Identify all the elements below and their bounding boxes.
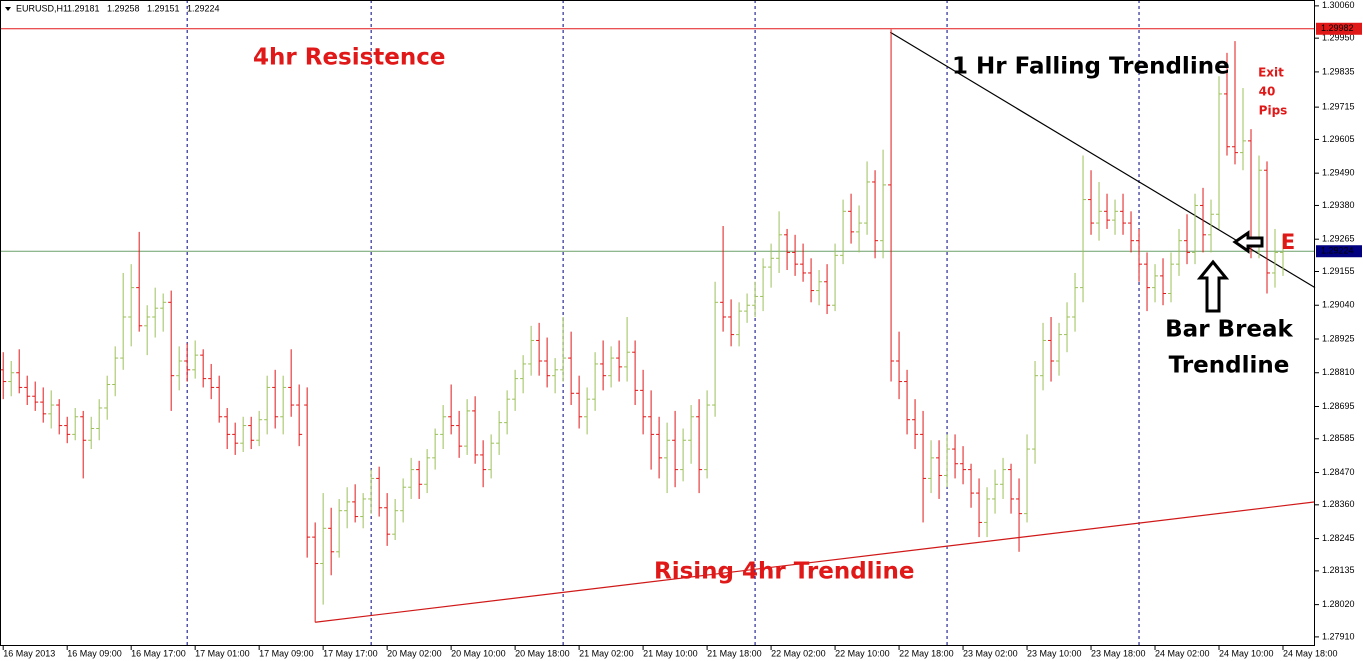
y-tick-label: 1.28135 [1322, 565, 1355, 575]
annotation: 40 [1259, 85, 1276, 99]
x-tick-label: 17 May 17:00 [323, 648, 378, 658]
up-arrow [1196, 259, 1230, 313]
y-tick-label: 1.30060 [1322, 0, 1355, 10]
y-tick-label: 1.28585 [1322, 433, 1355, 443]
annotation: E [1281, 230, 1295, 254]
y-tick-label: 1.29715 [1322, 102, 1355, 112]
header-value: 1.29151 [147, 3, 180, 13]
x-tick-label: 20 May 18:00 [515, 648, 570, 658]
x-tick-label: 24 May 10:00 [1219, 648, 1274, 658]
menu-triangle [5, 7, 11, 11]
y-tick-label: 1.28810 [1322, 367, 1355, 377]
header-value: 1.29181 [67, 3, 100, 13]
price-label-box [1316, 245, 1362, 258]
y-tick-label: 1.28360 [1322, 499, 1355, 509]
trendline [315, 501, 1316, 623]
price-label: 1.29982 [1321, 23, 1354, 33]
y-tick-label: 1.28245 [1322, 533, 1355, 543]
x-tick-label: 21 May 02:00 [579, 648, 634, 658]
y-tick-label: 1.28020 [1322, 599, 1355, 609]
x-tick-label: 20 May 10:00 [451, 648, 506, 658]
x-tick-label: 22 May 18:00 [899, 648, 954, 658]
x-tick-label: 23 May 18:00 [1091, 648, 1146, 658]
y-tick-label: 1.28925 [1322, 333, 1355, 343]
left-arrow [1232, 230, 1264, 254]
y-tick-label: 1.27910 [1322, 631, 1355, 641]
x-tick-label: 22 May 02:00 [771, 648, 826, 658]
x-tick-label: 20 May 02:00 [387, 648, 442, 658]
annotation: Rising 4hr Trendline [654, 559, 914, 585]
x-tick-label: 17 May 09:00 [259, 648, 314, 658]
annotation: Pips [1259, 104, 1288, 118]
y-tick-label: 1.29040 [1322, 300, 1355, 310]
x-tick-label: 23 May 10:00 [1027, 648, 1082, 658]
plot-area [0, 0, 1316, 646]
x-tick-label: 16 May 09:00 [67, 648, 122, 658]
y-tick-label: 1.28470 [1322, 467, 1355, 477]
x-tick-label: 17 May 01:00 [195, 648, 250, 658]
y-tick-label: 1.29265 [1322, 234, 1355, 244]
y-tick-label: 1.29380 [1322, 200, 1355, 210]
x-tick-label: 22 May 10:00 [835, 648, 890, 658]
annotation: Trendline [1169, 353, 1290, 379]
y-tick-label: 1.29490 [1322, 168, 1355, 178]
price-label-box [1316, 22, 1362, 35]
symbol: EURUSD,H1 [16, 3, 68, 13]
annotation: 4hr Resistence [253, 45, 446, 71]
y-tick-label: 1.29605 [1322, 134, 1355, 144]
y-tick-label: 1.28695 [1322, 401, 1355, 411]
x-tick-label: 24 May 02:00 [1155, 648, 1210, 658]
plot-border [0, 0, 1315, 646]
header-value: 1.29258 [107, 3, 140, 13]
price-label: 1.29224 [1321, 246, 1354, 256]
x-tick-label: 24 May 18:00 [1283, 648, 1338, 658]
y-tick-label: 1.29155 [1322, 266, 1355, 276]
x-tick-label: 21 May 10:00 [643, 648, 698, 658]
annotation: 1 Hr Falling Trendline [952, 54, 1230, 80]
header-value: 1.29224 [187, 3, 220, 13]
x-tick-label: 21 May 18:00 [707, 648, 762, 658]
y-tick-label: 1.29835 [1322, 66, 1355, 76]
x-tick-label: 16 May 2013 [3, 648, 55, 658]
x-tick-label: 16 May 17:00 [131, 648, 186, 658]
y-tick-label: 1.29950 [1322, 33, 1355, 43]
annotation: Exit [1258, 66, 1284, 80]
x-tick-label: 23 May 02:00 [963, 648, 1018, 658]
annotation: Bar Break [1165, 317, 1293, 343]
